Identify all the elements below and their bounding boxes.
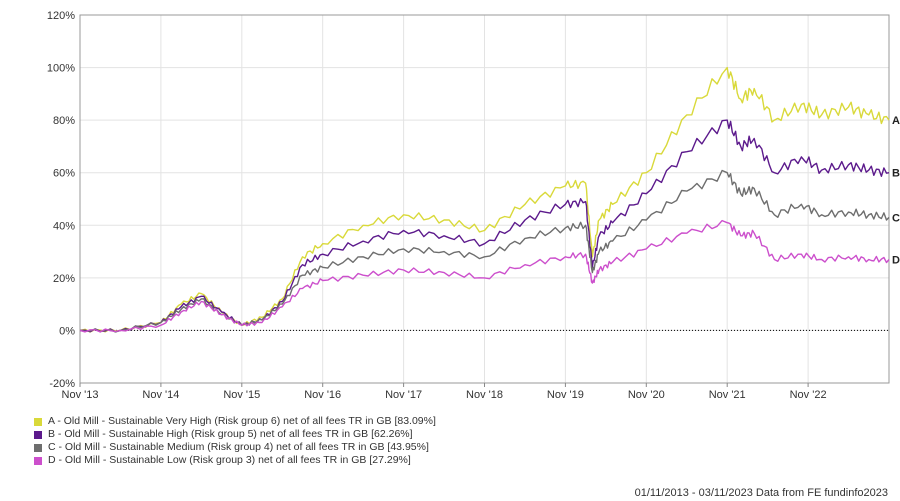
series-end-label-a: A bbox=[892, 115, 900, 127]
x-tick-label: Nov '20 bbox=[628, 389, 665, 401]
y-axis: -20% 0% 20% 40% 60% 80% 100% 120% bbox=[47, 10, 75, 390]
y-tick-label: 120% bbox=[47, 10, 75, 22]
series-line-b bbox=[79, 119, 890, 333]
x-tick-label: Nov '15 bbox=[223, 389, 260, 401]
data-source-footer: 01/11/2013 - 03/11/2023 Data from FE fun… bbox=[634, 487, 888, 499]
legend-item: D - Old Mill - Sustainable Low (Risk gro… bbox=[34, 454, 436, 467]
y-tick-label: 40% bbox=[53, 220, 75, 232]
legend-label: D - Old Mill - Sustainable Low (Risk gro… bbox=[48, 454, 411, 466]
y-tick-label: 0% bbox=[59, 325, 75, 337]
y-tick-label: -20% bbox=[49, 378, 75, 390]
x-tick-label: Nov '14 bbox=[142, 389, 179, 401]
series-line-d bbox=[79, 219, 890, 333]
x-tick-label: Nov '19 bbox=[547, 389, 584, 401]
x-tick-label: Nov '16 bbox=[304, 389, 341, 401]
series-end-label-d: D bbox=[892, 254, 900, 266]
y-tick-label: 80% bbox=[53, 115, 75, 127]
series-end-label-c: C bbox=[892, 212, 900, 224]
legend-label: A - Old Mill - Sustainable Very High (Ri… bbox=[48, 415, 436, 427]
series-end-label-b: B bbox=[892, 168, 900, 180]
chart-legend: A - Old Mill - Sustainable Very High (Ri… bbox=[34, 415, 436, 467]
chart-grid bbox=[79, 14, 890, 384]
x-axis: Nov '13 Nov '14 Nov '15 Nov '16 Nov '17 Nov '… bbox=[62, 383, 827, 401]
legend-swatch bbox=[34, 443, 42, 452]
x-tick-label: Nov '18 bbox=[466, 389, 503, 401]
y-tick-label: 60% bbox=[53, 168, 75, 180]
x-tick-label: Nov '17 bbox=[385, 389, 422, 401]
legend-swatch bbox=[34, 430, 42, 439]
x-tick-label: Nov '22 bbox=[790, 389, 827, 401]
legend-label: C - Old Mill - Sustainable Medium (Risk … bbox=[48, 441, 429, 453]
x-tick-label: Nov '13 bbox=[62, 389, 99, 401]
legend-item: A - Old Mill - Sustainable Very High (Ri… bbox=[34, 415, 436, 428]
legend-swatch bbox=[34, 456, 42, 465]
legend-item: C - Old Mill - Sustainable Medium (Risk … bbox=[34, 441, 436, 454]
series-end-labels: A B C D bbox=[892, 115, 900, 266]
x-tick-label: Nov '21 bbox=[709, 389, 746, 401]
legend-item: B - Old Mill - Sustainable High (Risk gr… bbox=[34, 428, 436, 441]
y-tick-label: 20% bbox=[53, 273, 75, 285]
y-tick-label: 100% bbox=[47, 63, 75, 75]
legend-swatch bbox=[34, 417, 42, 426]
chart-series bbox=[79, 66, 890, 333]
legend-label: B - Old Mill - Sustainable High (Risk gr… bbox=[48, 428, 413, 440]
